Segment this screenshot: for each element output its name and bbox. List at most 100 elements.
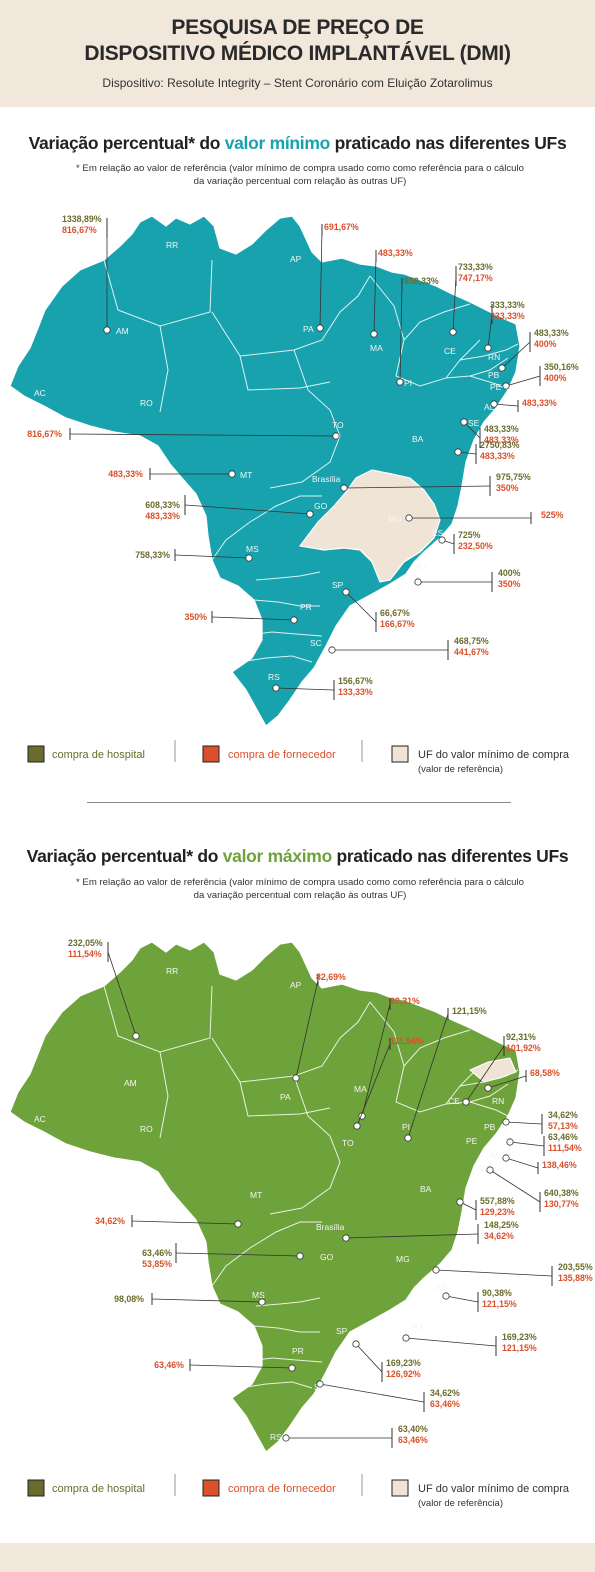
min-uf-dot <box>449 328 457 336</box>
min-value-hospital-BA: 2750,83% <box>480 440 520 450</box>
section-max-title: Variação percentual* do valor máximo pra… <box>0 846 595 867</box>
min-state-border <box>403 303 471 341</box>
min-value-hospital-AM: 1338,89% <box>62 214 102 224</box>
min-value-fornecedor-CE: 747,17% <box>458 273 493 283</box>
max-value-hospital-ES: 90,38% <box>482 1288 512 1298</box>
min-uf-dot <box>484 344 492 352</box>
max-uf-dot <box>486 1166 494 1174</box>
min-value-fornecedor-BA: 483,33% <box>480 451 515 461</box>
max-uf-dot <box>462 1098 470 1106</box>
min-value-hospital-RS: 156,67% <box>338 676 373 686</box>
min-uf-dot <box>306 510 314 518</box>
min-uf-label-GO: GO <box>314 501 328 511</box>
max-callout-SC: 34,62%63,46% <box>316 1380 460 1412</box>
section-max-footnote-line2: da variação percentual com relação às ou… <box>193 890 407 901</box>
min-uf-dot <box>460 418 468 426</box>
max-uf-label-MG: MG <box>396 1254 410 1264</box>
section-min-title-post: praticado nas diferentes UFs <box>330 133 567 153</box>
header-banner: PESQUISA DE PREÇO DE DISPOSITIVO MÉDICO … <box>0 0 595 107</box>
min-uf-dot <box>245 554 253 562</box>
max-uf-dot <box>353 1122 361 1130</box>
max-state-border <box>239 1001 371 1083</box>
max-leader-line <box>355 1343 383 1373</box>
min-uf-label-AC: AC <box>34 388 46 398</box>
max-value-hospital-SC: 34,62% <box>430 1388 460 1398</box>
max-uf-label-PI: PI <box>402 1122 410 1132</box>
min-leader-line <box>463 421 481 439</box>
max-value-hospital-SP: 169,23% <box>386 1358 421 1368</box>
section-min-footnote-line1: * Em relação ao valor de referência (val… <box>76 163 524 174</box>
max-uf-label-PB: PB <box>484 1122 496 1132</box>
max-uf-label-MA: MA <box>354 1084 367 1094</box>
min-value-hospital-ES: 725% <box>458 530 481 540</box>
min-state-border <box>445 357 509 379</box>
min-value-fornecedor-MG: 525% <box>541 510 564 520</box>
max-value-hospital-MS: 98,08% <box>114 1294 144 1304</box>
max-value-fornecedor-PA: 82,69% <box>316 972 346 982</box>
max-uf-dot <box>282 1434 290 1442</box>
min-uf-dot <box>332 432 340 440</box>
min-uf-dot <box>498 364 506 372</box>
min-uf-dot <box>316 324 324 332</box>
min-callout-SE: 483,33%483,33% <box>460 418 519 448</box>
min-value-fornecedor-RJ: 350% <box>498 579 521 589</box>
max-uf-dot <box>404 1134 412 1142</box>
max-uf-dot <box>296 1252 304 1260</box>
min-uf-dot <box>502 382 510 390</box>
min-uf-label-PR: PR <box>300 602 312 612</box>
max-callout-PA: 82,69% <box>292 972 346 1082</box>
min-value-fornecedor-PA: 691,67% <box>324 222 359 232</box>
min-uf-label-MA: MA <box>370 343 383 353</box>
min-leader-line <box>69 433 337 437</box>
min-leader-line <box>184 504 311 515</box>
min-value-fornecedor-AM: 816,67% <box>62 225 97 235</box>
min-callout-ES: 725%232,50% <box>438 530 493 554</box>
section-max-footnote: * Em relação ao valor de referência (val… <box>60 876 540 902</box>
min-uf-dot <box>328 646 336 654</box>
max-callout-RJ: 169,23%121,15% <box>402 1332 537 1356</box>
max-uf-label-MS: MS <box>252 1290 265 1300</box>
footer-band <box>0 1543 595 1572</box>
min-value-hospital-Brasília: 975,75% <box>496 472 531 482</box>
min-uf-dot <box>414 578 422 586</box>
max-uf-dot <box>502 1118 510 1126</box>
min-uf-label-SC: SC <box>310 638 322 648</box>
section-min-title: Variação percentual* do valor mínimo pra… <box>0 133 595 154</box>
max-uf-label-RR: RR <box>166 966 178 976</box>
min-value-hospital-SC: 468,75% <box>454 636 489 646</box>
max-value-fornecedor-BA: 129,23% <box>480 1207 515 1217</box>
max-reference-state-RN <box>469 1057 517 1083</box>
max-value-fornecedor-RS: 63,46% <box>398 1435 428 1445</box>
max-state-border <box>255 1297 321 1307</box>
max-state-border <box>369 1001 481 1113</box>
max-leader-line <box>405 1337 497 1347</box>
min-uf-label-AM: AM <box>116 326 129 336</box>
section-max-title-post: praticado nas diferentes UFs <box>331 846 569 866</box>
min-value-hospital-CE: 733,33% <box>458 262 493 272</box>
max-callout-MT: 34,62% <box>95 1215 242 1228</box>
max-value-fornecedor-PR: 63,46% <box>154 1360 184 1370</box>
max-uf-label-RN: RN <box>492 1096 504 1106</box>
max-callout-GO: 63,46%53,85% <box>142 1243 304 1269</box>
min-callout-PE: 350,16%400% <box>502 362 579 390</box>
max-state-border <box>159 1051 169 1139</box>
min-legend-reference-swatch <box>391 745 409 763</box>
min-uf-dot <box>405 514 413 522</box>
min-leader-line <box>211 616 295 621</box>
max-callout-PI: 121,15% <box>404 1006 487 1142</box>
max-callout-RS: 63,40%63,46% <box>282 1424 428 1448</box>
min-value-fornecedor-Brasília: 350% <box>496 483 519 493</box>
max-leader-line <box>505 1121 543 1125</box>
min-callout-MG: 525% <box>405 510 564 524</box>
min-value-hospital-GO: 608,33% <box>145 500 180 510</box>
max-uf-label-BA: BA <box>420 1184 432 1194</box>
max-uf-dot <box>292 1074 300 1082</box>
section-min-title-highlight: valor mínimo <box>224 133 331 153</box>
min-callout-PR: 350% <box>185 611 298 624</box>
max-value-fornecedor-CE: 101,92% <box>506 1043 541 1053</box>
max-uf-label-RS: RS <box>270 1432 282 1442</box>
max-uf-label-AM: AM <box>124 1078 137 1088</box>
min-leader-line <box>345 591 377 623</box>
min-leader-line <box>373 255 377 335</box>
